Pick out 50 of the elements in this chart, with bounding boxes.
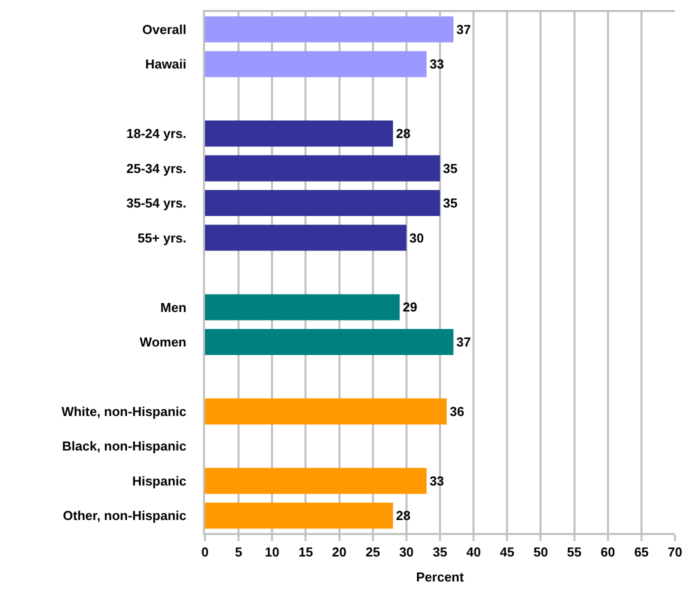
data-label: 33 xyxy=(430,56,444,72)
data-label: 28 xyxy=(396,126,410,142)
bar xyxy=(205,155,440,182)
x-tick-label: 15 xyxy=(298,544,313,560)
bar xyxy=(205,398,447,424)
bar xyxy=(205,294,400,320)
data-label: 37 xyxy=(456,22,471,37)
bar xyxy=(205,502,393,529)
x-tick-label: 35 xyxy=(432,544,448,560)
x-tick-label: 40 xyxy=(466,544,481,560)
y-tick-label: White, non-Hispanic xyxy=(61,404,186,419)
x-tick-label: 10 xyxy=(264,544,280,560)
data-label: 35 xyxy=(443,196,458,211)
x-tick-label: 30 xyxy=(399,544,414,560)
x-tick-label: 55 xyxy=(567,544,582,560)
bar xyxy=(205,468,427,494)
x-tick-label: 45 xyxy=(500,544,514,560)
y-tick-label: Overall xyxy=(142,22,186,37)
y-tick-label: Hispanic xyxy=(132,473,186,488)
x-tick-label: 20 xyxy=(332,544,347,560)
x-tick-label: 50 xyxy=(533,544,548,560)
y-tick-label: Other, non-Hispanic xyxy=(62,508,186,524)
data-label: 37 xyxy=(456,334,471,350)
x-tick-label: 0 xyxy=(201,544,209,560)
data-label: 35 xyxy=(443,160,458,176)
y-tick-label: 18-24 yrs. xyxy=(126,126,186,142)
bar xyxy=(205,16,454,42)
y-tick-label: 55+ yrs. xyxy=(138,230,186,246)
y-tick-label: Hawaii xyxy=(145,56,186,72)
data-label: 29 xyxy=(402,300,418,315)
data-label: 28 xyxy=(396,508,410,524)
x-tick-label: 5 xyxy=(234,544,242,560)
y-tick-label: Women xyxy=(140,334,186,350)
x-axis-title: Percent xyxy=(416,570,465,585)
data-label: 30 xyxy=(409,230,424,246)
bar xyxy=(205,224,406,251)
x-tick-label: 65 xyxy=(634,544,649,560)
data-label: 36 xyxy=(450,404,464,419)
y-tick-label: 25-34 yrs. xyxy=(126,160,186,176)
x-tick-label: 60 xyxy=(600,544,616,560)
bar xyxy=(205,51,427,78)
y-tick-label: Men xyxy=(160,300,186,315)
bar xyxy=(205,120,393,147)
x-tick-label: 25 xyxy=(366,544,380,560)
data-label: 33 xyxy=(430,473,444,488)
y-tick-label: Black, non-Hispanic xyxy=(62,438,186,454)
bar xyxy=(205,328,454,355)
y-tick-label: 35-54 yrs. xyxy=(126,196,186,211)
bar xyxy=(205,190,440,216)
x-tick-label: 70 xyxy=(668,544,682,560)
